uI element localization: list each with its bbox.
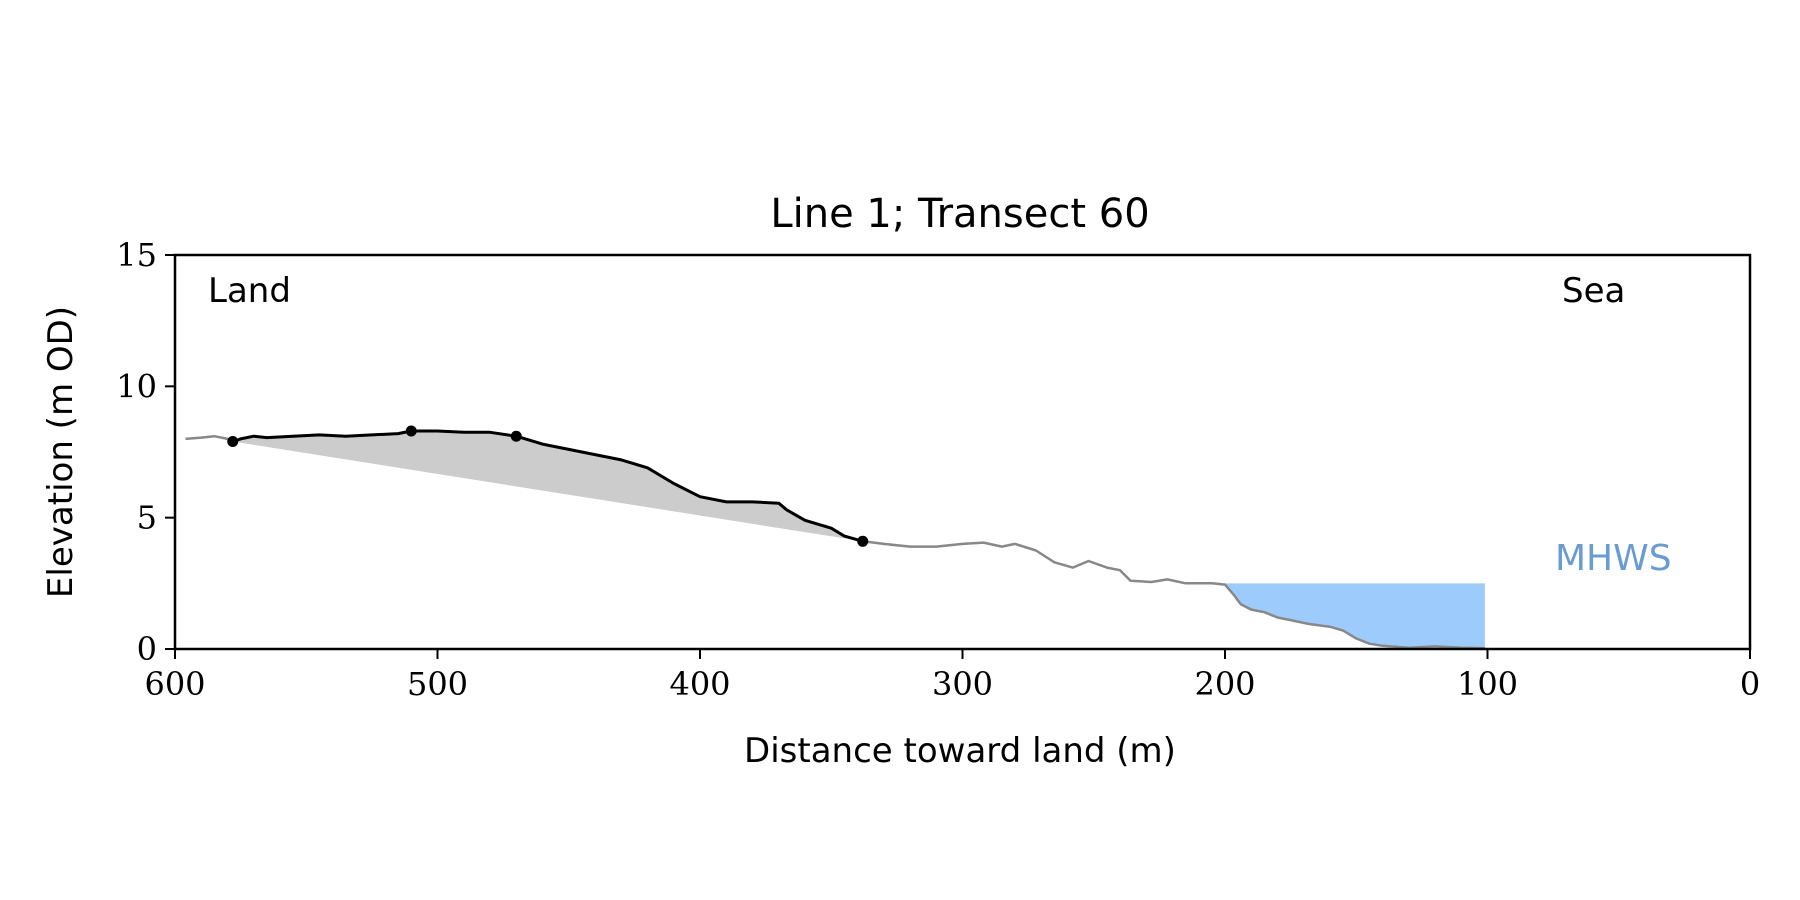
land-annotation: Land (208, 271, 291, 311)
x-tick-label: 300 (932, 665, 993, 703)
x-tick-label: 400 (669, 665, 730, 703)
y-tick-label: 10 (116, 367, 157, 405)
chart-title: Line 1; Transect 60 (770, 191, 1149, 237)
y-tick-label: 15 (116, 236, 157, 274)
section-line (232, 429, 864, 543)
x-tick-label: 600 (144, 665, 205, 703)
mhws-water-area (1225, 583, 1485, 649)
section-point-marker (857, 535, 869, 547)
x-tick-label: 100 (1457, 665, 1518, 703)
x-tick-label: 200 (1194, 665, 1255, 703)
x-tick-label: 500 (407, 665, 468, 703)
y-axis: 0 5 10 15 (116, 236, 175, 668)
x-tick-label: 0 (1740, 665, 1760, 703)
section-point-marker (405, 425, 417, 437)
x-axis: 600 500 400 300 200 100 0 (144, 649, 1760, 703)
section-point-marker (227, 435, 239, 447)
plot-area (185, 425, 1485, 650)
mhws-label: MHWS (1555, 538, 1672, 579)
y-axis-label: Elevation (m OD) (41, 306, 81, 598)
section-point-marker (510, 430, 522, 442)
y-tick-label: 5 (137, 499, 157, 537)
x-axis-label: Distance toward land (m) (744, 731, 1176, 771)
y-tick-label: 0 (137, 630, 157, 668)
sea-annotation: Sea (1562, 271, 1625, 311)
section-area-fill (232, 430, 863, 542)
